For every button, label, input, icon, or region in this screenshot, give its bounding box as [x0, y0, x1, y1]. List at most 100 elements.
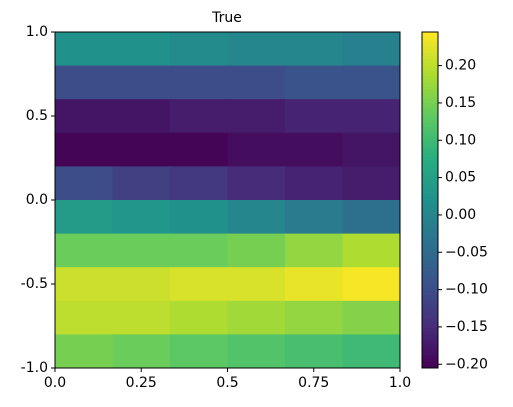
- colorbar-tick-label: −0.10: [445, 282, 488, 298]
- y-tick-label: -1.0: [21, 360, 48, 376]
- colorbar-segment: [422, 210, 438, 214]
- colorbar-segment: [422, 341, 438, 345]
- x-tick-label: 1.0: [389, 375, 411, 391]
- heatmap-cell: [112, 267, 171, 302]
- colorbar-segment: [422, 79, 438, 83]
- colorbar-segment: [422, 159, 438, 164]
- heatmap-cell: [342, 99, 401, 134]
- heatmap-cell: [285, 267, 343, 302]
- colorbar-segment: [422, 300, 438, 305]
- heatmap-cell: [112, 132, 171, 167]
- heatmap-cell: [227, 267, 286, 302]
- colorbar-segment: [422, 72, 438, 77]
- heatmap-cell: [112, 65, 171, 100]
- colorbar-segment: [422, 320, 438, 325]
- colorbar-segment: [422, 284, 438, 288]
- colorbar-segment: [422, 200, 438, 204]
- x-tick-label: 0.0: [44, 375, 66, 391]
- colorbar-segment: [422, 273, 438, 278]
- heatmap-cell: [342, 267, 401, 302]
- heatmap-cell: [227, 233, 286, 268]
- colorbar-segment: [422, 105, 438, 110]
- heatmap-cell: [342, 334, 401, 369]
- colorbar-segment: [422, 216, 438, 221]
- colorbar-segment: [422, 307, 438, 312]
- colorbar-segment: [422, 344, 438, 349]
- colorbar-tick-label: 0.15: [445, 95, 476, 111]
- colorbar-segment: [422, 156, 438, 161]
- colorbar-segment: [422, 68, 438, 73]
- colorbar-segment: [422, 186, 438, 191]
- colorbar-segment: [422, 280, 438, 285]
- colorbar-segment: [422, 324, 438, 329]
- colorbar-segment: [422, 294, 438, 298]
- colorbar-segment: [422, 146, 438, 151]
- colorbar-segment: [422, 35, 438, 40]
- colorbar-segment: [422, 337, 438, 342]
- colorbar-segment: [422, 126, 438, 130]
- heatmap-cell: [112, 32, 171, 67]
- colorbar-frame: [421, 31, 439, 369]
- chart-title: True: [211, 10, 242, 26]
- colorbar-segment: [422, 62, 438, 67]
- heatmap-cell: [112, 99, 171, 134]
- colorbar-segment: [422, 122, 438, 127]
- colorbar-segment: [422, 240, 438, 245]
- heatmap-cell: [227, 132, 286, 167]
- colorbar-segment: [422, 95, 438, 100]
- colorbar-segment: [422, 206, 438, 211]
- heatmap-cell: [112, 233, 171, 268]
- colorbar-segment: [422, 334, 438, 339]
- y-tick-label: -0.5: [21, 276, 48, 292]
- x-tick-label: 0.75: [298, 375, 329, 391]
- colorbar-segment: [422, 357, 438, 362]
- colorbar-segment: [422, 223, 438, 228]
- colorbar-segment: [422, 173, 438, 177]
- heatmap-cell: [54, 300, 113, 335]
- heatmap-cell: [170, 300, 229, 335]
- y-tick-label: 0.5: [26, 108, 48, 124]
- heatmap-cell: [54, 32, 113, 67]
- colorbar-segment: [422, 354, 438, 359]
- colorbar-segment: [422, 132, 438, 137]
- colorbar-segment: [422, 196, 438, 201]
- colorbar-segment: [422, 287, 438, 292]
- heatmap-cell: [54, 233, 113, 268]
- colorbar-segment: [422, 297, 438, 302]
- colorbar-segment: [422, 82, 438, 87]
- heatmap-cell: [285, 132, 343, 167]
- colorbar-segment: [422, 58, 438, 63]
- colorbar-segment: [422, 290, 438, 295]
- heatmap-cell: [285, 99, 343, 134]
- colorbar-segment: [422, 364, 438, 369]
- colorbar-segment: [422, 257, 438, 261]
- heatmap-cell: [285, 233, 343, 268]
- colorbar-segment: [422, 236, 438, 241]
- colorbar-segment: [422, 327, 438, 332]
- heatmap-cell: [170, 65, 229, 100]
- colorbar-segment: [422, 203, 438, 208]
- colorbar-segment: [422, 317, 438, 322]
- colorbar-segment: [422, 179, 438, 184]
- colorbar-segment: [422, 304, 438, 309]
- heatmap-cell: [112, 166, 171, 201]
- heatmap-cell: [170, 267, 229, 302]
- colorbar-tick-label: −0.15: [445, 319, 488, 335]
- colorbar-segment: [422, 310, 438, 315]
- colorbar-segment: [422, 149, 438, 154]
- colorbar-segment: [422, 75, 438, 80]
- heatmap-cell: [285, 32, 343, 67]
- colorbar-segment: [422, 163, 438, 167]
- heatmap-cell: [342, 132, 401, 167]
- colorbar-tick-label: 0.00: [445, 207, 476, 223]
- colorbar-tick-label: 0.10: [445, 132, 476, 148]
- colorbar-segment: [422, 85, 438, 90]
- heatmap-cell: [54, 200, 113, 235]
- colorbar-segment: [422, 351, 438, 356]
- colorbar-segment: [422, 331, 438, 335]
- colorbar-tick-label: −0.05: [445, 244, 488, 260]
- heatmap-cell: [285, 166, 343, 201]
- colorbar-segment: [422, 176, 438, 181]
- colorbar-segment: [422, 263, 438, 268]
